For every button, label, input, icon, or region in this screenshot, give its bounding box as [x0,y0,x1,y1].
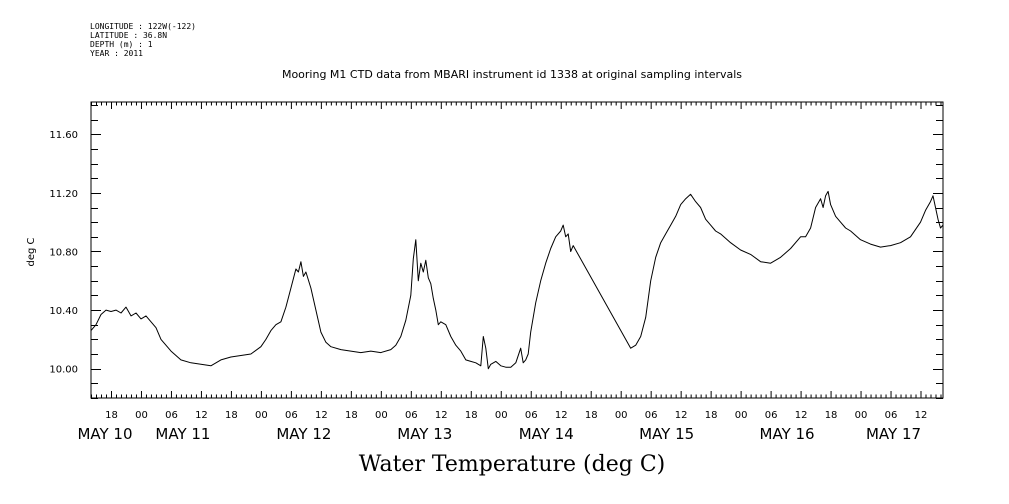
year-label: YEAR : 2011 [90,49,143,58]
x-tick-label: 12 [915,410,928,421]
longitude-label: LONGITUDE : 122W(-122) [90,22,196,31]
x-tick-label: 12 [795,410,808,421]
x-tick-label: 12 [315,410,328,421]
x-tick-label: 00 [615,410,628,421]
x-tick-label: 06 [765,410,778,421]
x-tick-label: 18 [345,410,358,421]
x-tick-label: 06 [405,410,418,421]
y-tick-label: 11.60 [49,130,78,141]
x-tick-label: 06 [165,410,178,421]
x-tick-label: 18 [585,410,598,421]
chart-title: Mooring M1 CTD data from MBARI instrumen… [281,68,743,81]
x-tick-label: 00 [255,410,268,421]
x-tick-label: 00 [735,410,748,421]
chart-footer-label: Water Temperature (deg C) [358,452,666,477]
x-tick-label: 06 [285,410,298,421]
latitude-label: LATITUDE : 36.8N [90,31,168,40]
x-day-label: MAY 16 [760,425,815,443]
y-tick-label: 10.00 [49,365,78,376]
temperature-series-line [90,190,944,370]
y-tick-label: 11.20 [49,189,78,200]
x-day-label: MAY 15 [639,425,694,443]
x-tick-label: 06 [645,410,658,421]
x-tick-label: 18 [225,410,238,421]
x-day-label: MAY 13 [397,425,452,443]
x-tick-label: 00 [495,410,508,421]
x-day-label: MAY 11 [155,425,210,443]
x-tick-label: 18 [465,410,478,421]
x-tick-label: 18 [825,410,838,421]
plot-frame [90,101,944,399]
x-tick-label: 00 [135,410,148,421]
x-tick-label: 12 [195,410,208,421]
metadata-block: LONGITUDE : 122W(-122) LATITUDE : 36.8N … [90,22,196,58]
y-axis-label: deg C [26,237,37,266]
x-tick-label: 18 [105,410,118,421]
x-tick-label: 06 [525,410,538,421]
x-tick-label: 06 [885,410,898,421]
x-tick-label: 00 [375,410,388,421]
y-tick-label: 10.80 [49,247,78,258]
x-day-label: MAY 14 [519,425,574,443]
x-day-label: MAY 12 [276,425,331,443]
y-tick-label: 10.40 [49,306,78,317]
x-tick-label: 12 [675,410,688,421]
x-tick-label: 18 [705,410,718,421]
x-tick-label: 00 [855,410,868,421]
x-day-label: MAY 10 [77,425,132,443]
x-tick-label: 12 [555,410,568,421]
x-day-label: MAY 17 [866,425,921,443]
depth-label: DEPTH (m) : 1 [90,40,153,49]
x-tick-label: 12 [435,410,448,421]
